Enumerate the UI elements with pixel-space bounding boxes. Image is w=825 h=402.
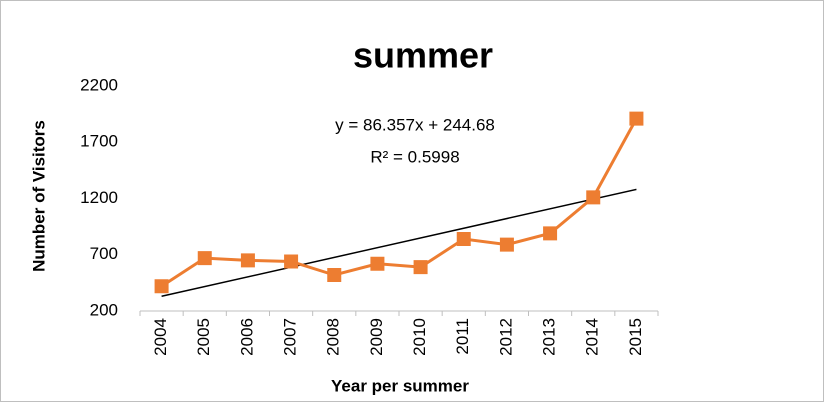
chart-title: summer [353, 35, 493, 76]
data-point [284, 254, 299, 269]
x-tick-label: 2012 [496, 318, 515, 356]
x-tick-label: 2006 [237, 318, 256, 356]
x-tick-label: 2013 [540, 318, 559, 356]
x-tick-label: 2010 [410, 318, 429, 356]
trendline-r2: R² = 0.5998 [370, 147, 459, 166]
data-point [629, 111, 644, 126]
y-tick-label: 1200 [80, 188, 118, 207]
data-point [499, 237, 514, 252]
x-tick-label: 2004 [151, 318, 170, 356]
data-point [240, 253, 255, 268]
data-point [370, 256, 385, 271]
data-point [197, 251, 212, 266]
x-tick-label: 2005 [194, 318, 213, 356]
data-point [456, 232, 471, 246]
data-point [543, 226, 558, 241]
x-tick-label: 2014 [583, 318, 602, 356]
y-tick-label: 700 [90, 244, 118, 263]
y-tick-label: 1700 [80, 132, 118, 151]
y-tick-label: 2200 [80, 75, 118, 94]
x-tick-label: 2007 [281, 318, 300, 356]
y-axis-title: Number of Visitors [29, 120, 48, 272]
y-tick-label: 200 [90, 300, 118, 319]
x-tick-label: 2011 [453, 318, 472, 355]
data-point [413, 260, 428, 275]
series-line [160, 117, 638, 288]
data-point [154, 279, 169, 294]
x-tick-label: 2009 [367, 318, 386, 356]
x-axis-title: Year per summer [331, 376, 469, 395]
x-tick-label: 2015 [626, 318, 645, 356]
data-point [586, 190, 601, 205]
data-point [327, 268, 342, 282]
trendline [161, 188, 637, 297]
x-tick-label: 2008 [324, 318, 343, 356]
trendline-equation: y = 86.357x + 244.68 [335, 115, 495, 134]
